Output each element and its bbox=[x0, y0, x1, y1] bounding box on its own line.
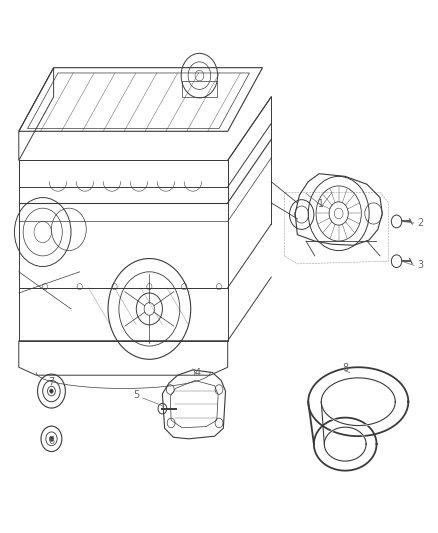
Text: 7: 7 bbox=[48, 377, 55, 387]
Circle shape bbox=[49, 389, 53, 393]
Text: 5: 5 bbox=[133, 390, 139, 400]
Text: 2: 2 bbox=[417, 218, 423, 228]
Text: 1: 1 bbox=[318, 199, 325, 209]
Text: 6: 6 bbox=[48, 437, 54, 447]
Text: 4: 4 bbox=[194, 368, 200, 377]
Text: 8: 8 bbox=[342, 364, 348, 373]
Circle shape bbox=[49, 436, 53, 441]
Text: 3: 3 bbox=[417, 261, 423, 270]
